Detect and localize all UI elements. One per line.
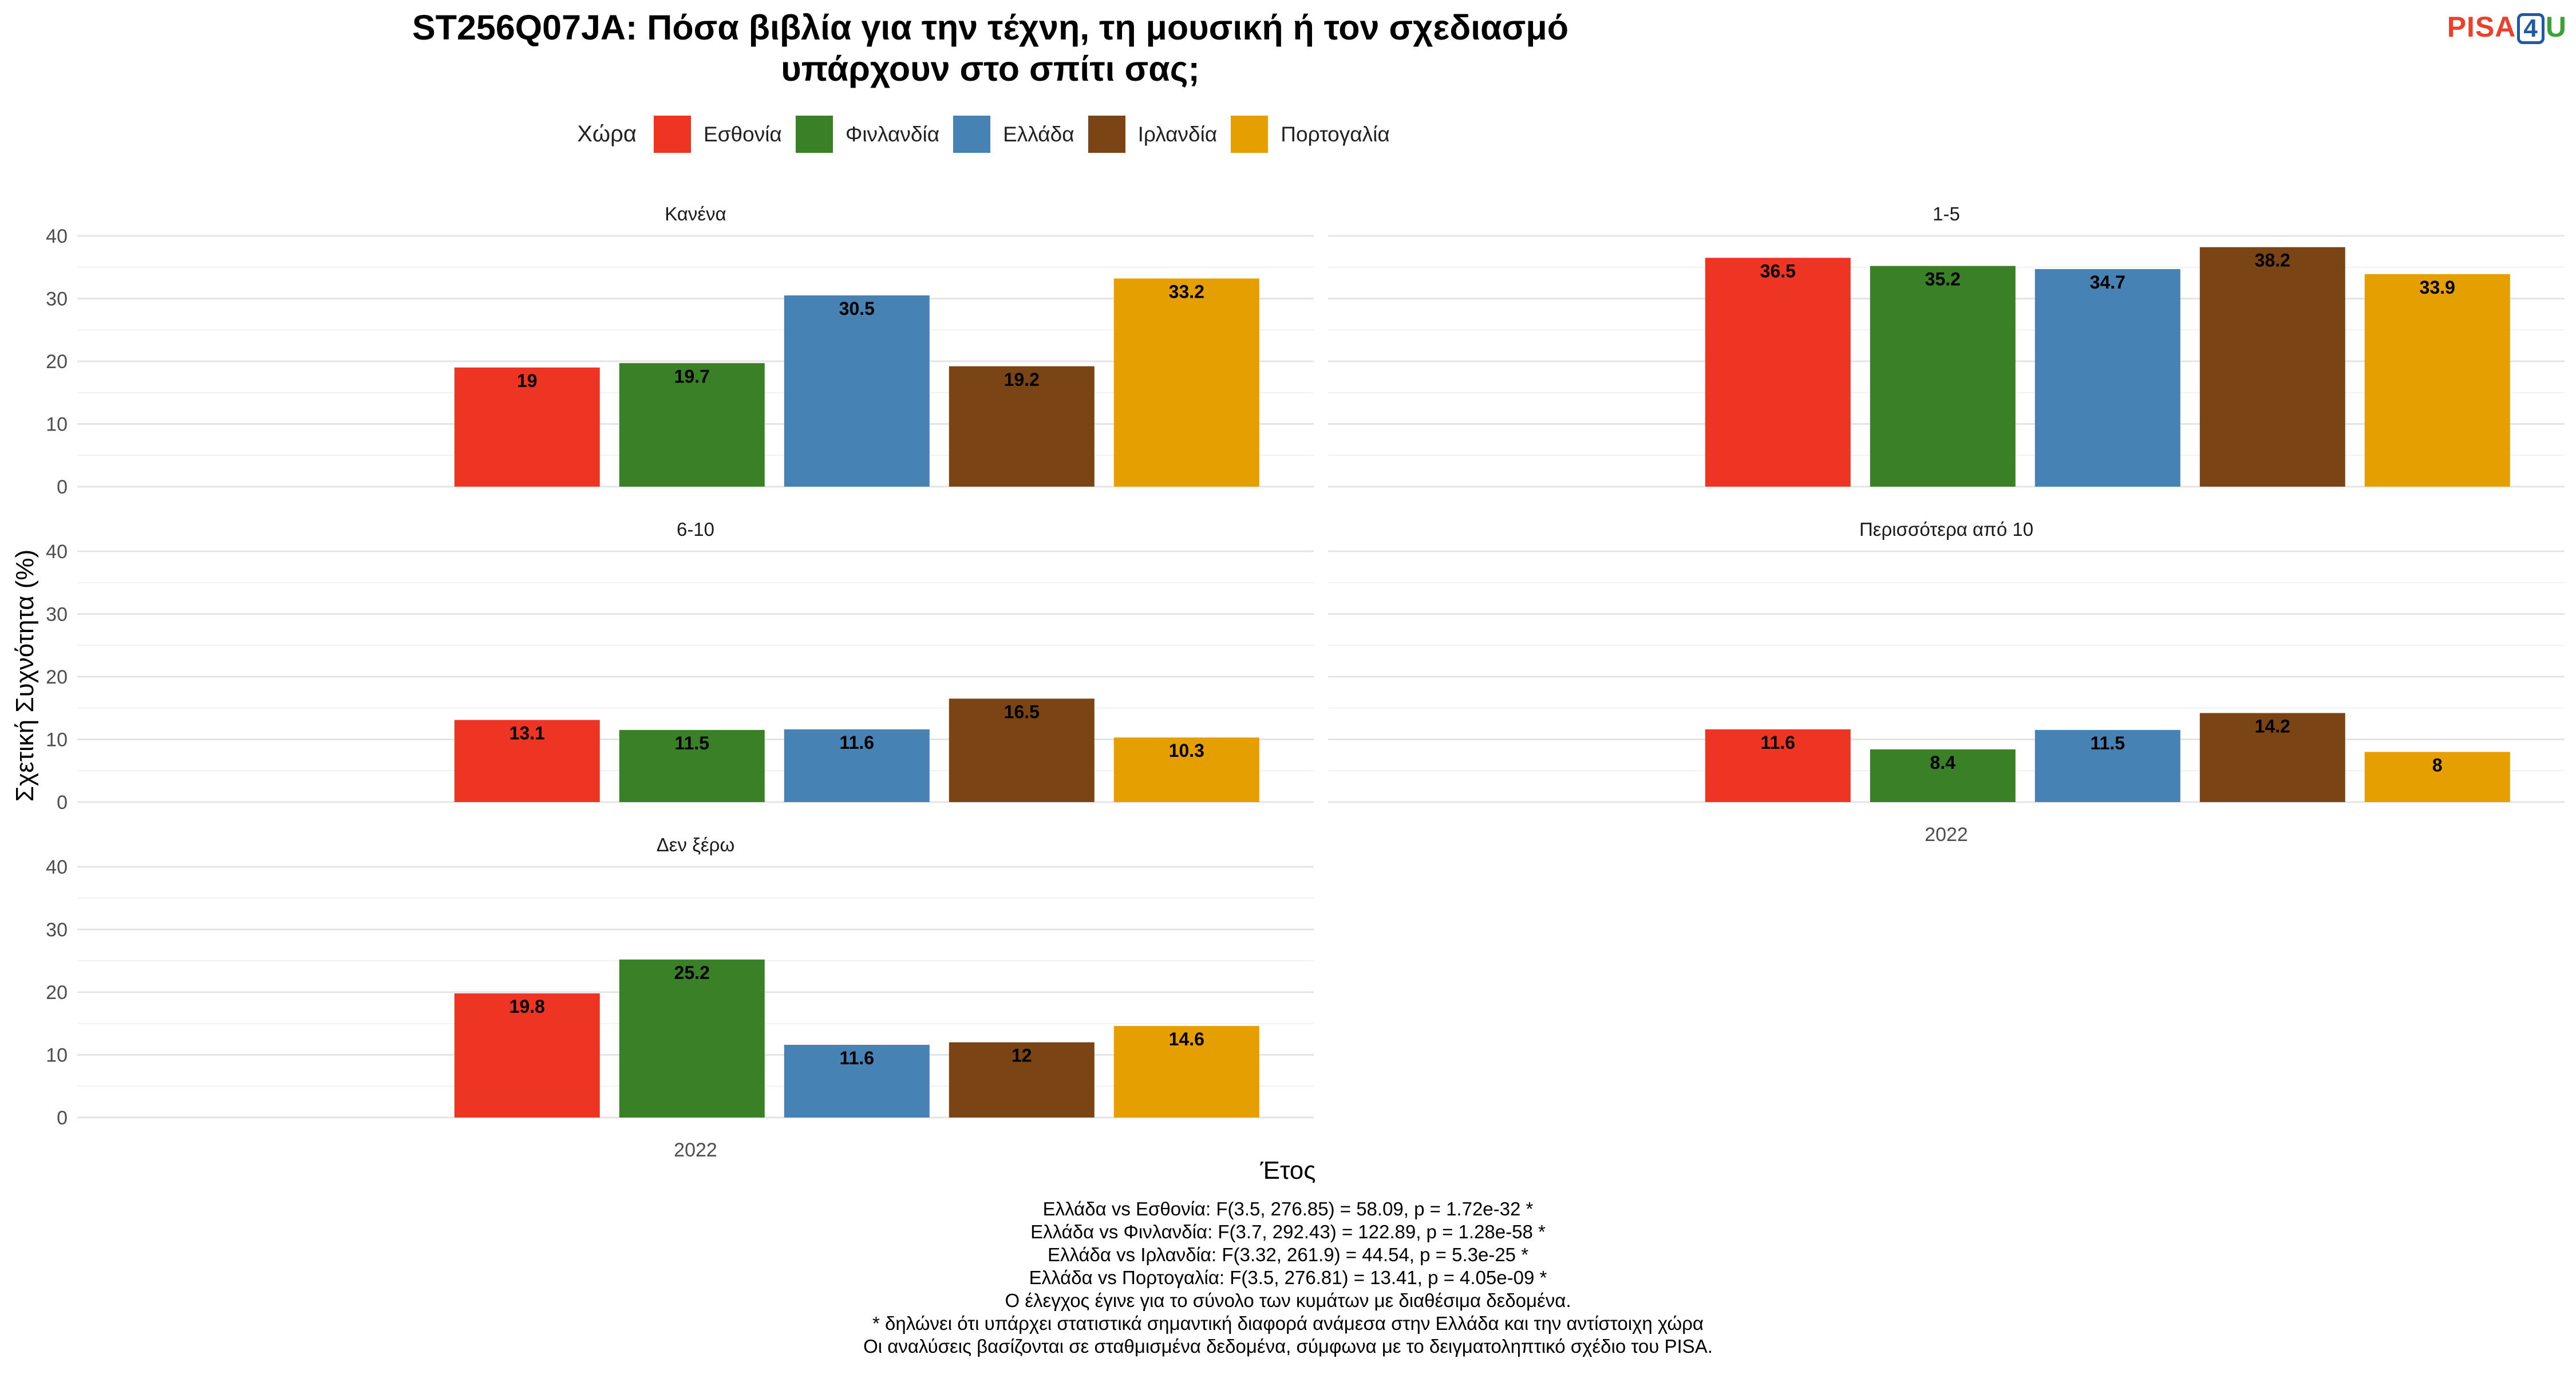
note-line: Ελλάδα vs Ιρλανδία: F(3.32, 261.9) = 44.… — [1047, 1244, 1529, 1265]
y-tick-label: 20 — [46, 351, 68, 373]
bar-value-label: 25.2 — [674, 962, 710, 983]
stat-notes: Ελλάδα vs Εσθονία: F(3.5, 276.85) = 58.0… — [0, 1198, 2576, 1358]
chart-title-line-1: ST256Q07JA: Πόσα βιβλία για την τέχνη, τ… — [412, 8, 1568, 47]
legend-key-ireland — [1088, 116, 1125, 153]
y-tick-label: 10 — [46, 414, 68, 436]
bar — [2199, 247, 2345, 487]
panel-label: 1-5 — [1933, 203, 1960, 224]
note-line: * δηλώνει ότι υπάρχει στατιστικά σημαντι… — [872, 1313, 1704, 1334]
bar — [2364, 752, 2510, 802]
y-tick-label: 40 — [46, 856, 68, 878]
note-line: Ελλάδα vs Φινλανδία: F(3.7, 292.43) = 12… — [1030, 1221, 1546, 1242]
bar-value-label: 19.7 — [674, 366, 710, 386]
y-tick-label: 40 — [46, 541, 68, 563]
legend-item-greece: Ελλάδα — [953, 116, 1074, 153]
bar — [784, 729, 930, 802]
bar-value-label: 30.5 — [839, 298, 875, 319]
y-tick-label: 30 — [46, 289, 68, 310]
bar-value-label: 19.2 — [1004, 369, 1040, 390]
bar — [949, 1042, 1095, 1118]
bar — [949, 366, 1095, 487]
bar — [1705, 258, 1851, 487]
bar-value-label: 33.2 — [1169, 281, 1204, 302]
legend-key-finland — [795, 116, 833, 153]
panel-label: Δεν ξέρω — [657, 834, 734, 855]
y-tick-label: 30 — [46, 604, 68, 626]
y-tick-label: 20 — [46, 666, 68, 688]
bar — [619, 960, 765, 1118]
bar-value-label: 36.5 — [1760, 260, 1796, 281]
bar-value-label: 19 — [517, 370, 538, 391]
bar — [454, 367, 600, 487]
y-axis-title: Σχετική Συχνότητα (%) — [11, 550, 39, 802]
bar — [619, 730, 765, 802]
bar — [1113, 278, 1259, 487]
bar — [454, 993, 600, 1118]
bar-value-label: 34.7 — [2090, 272, 2125, 293]
legend: Χώρα Εσθονία Φινλανδία Ελλάδα Ιρλανδία Π… — [0, 116, 1981, 153]
bar-value-label: 8 — [2432, 755, 2443, 775]
bar-value-label: 11.5 — [675, 733, 710, 753]
panel-label: Κανένα — [665, 203, 726, 224]
bar — [2199, 713, 2345, 802]
note-line: Οι αναλύσεις βασίζονται σε σταθμισμένα δ… — [863, 1336, 1713, 1357]
bar — [1113, 737, 1259, 802]
bar-value-label: 13.1 — [509, 723, 545, 744]
legend-title: Χώρα — [577, 121, 637, 147]
panel-label: 6-10 — [677, 519, 714, 540]
panel-label: Περισσότερα από 10 — [1859, 519, 2033, 540]
bar — [784, 295, 930, 487]
bar — [1870, 266, 2016, 487]
y-tick-label: 0 — [57, 476, 68, 498]
bar-value-label: 19.8 — [509, 996, 545, 1017]
bar — [1113, 1026, 1259, 1118]
bar — [619, 363, 765, 487]
legend-item-estonia: Εσθονία — [654, 116, 782, 153]
bar — [454, 720, 600, 802]
bar-value-label: 14.6 — [1169, 1029, 1204, 1049]
legend-key-portugal — [1231, 116, 1269, 153]
bar — [1870, 749, 2016, 802]
legend-key-estonia — [654, 116, 692, 153]
bar — [949, 698, 1095, 802]
bar-value-label: 11.5 — [2091, 733, 2125, 753]
bar-value-label: 11.6 — [840, 1048, 875, 1068]
legend-item-ireland: Ιρλανδία — [1088, 116, 1217, 153]
y-tick-label: 30 — [46, 919, 68, 941]
y-tick-label: 20 — [46, 982, 68, 1004]
y-tick-label: 0 — [57, 792, 68, 814]
bar — [2364, 274, 2510, 487]
bar-value-label: 16.5 — [1004, 701, 1040, 722]
bar-value-label: 35.2 — [1925, 269, 1961, 290]
bar — [2034, 269, 2180, 487]
bar-value-label: 11.6 — [1761, 732, 1796, 753]
legend-key-greece — [953, 116, 991, 153]
y-tick-label: 40 — [46, 226, 68, 247]
chart-title-line-2: υπάρχουν στο σπίτι σας; — [781, 49, 1200, 88]
bar — [784, 1044, 930, 1118]
bar-value-label: 14.2 — [2255, 716, 2290, 737]
note-line: Ο έλεγχος έγινε για το σύνολο των κυμάτω… — [1005, 1290, 1571, 1311]
bar-value-label: 38.2 — [2255, 250, 2290, 271]
y-tick-label: 0 — [57, 1107, 68, 1129]
note-line: Ελλάδα vs Εσθονία: F(3.5, 276.85) = 58.0… — [1042, 1198, 1534, 1219]
bar-value-label: 8.4 — [1930, 752, 1956, 773]
legend-item-portugal: Πορτογαλία — [1231, 116, 1390, 153]
bar-value-label: 12 — [1012, 1045, 1032, 1066]
legend-item-finland: Φινλανδία — [795, 116, 939, 153]
bar — [2034, 730, 2180, 802]
pisa4u-logo: PISA 4 U — [2447, 11, 2567, 44]
bar-value-label: 33.9 — [2420, 277, 2455, 298]
bar-value-label: 10.3 — [1169, 740, 1204, 761]
note-line: Ελλάδα vs Πορτογαλία: F(3.5, 276.81) = 1… — [1029, 1267, 1547, 1288]
bar — [1705, 729, 1851, 802]
x-tick-label: 2022 — [674, 1139, 717, 1161]
y-tick-label: 10 — [46, 1045, 68, 1067]
chart-title: ST256Q07JA: Πόσα βιβλία για την τέχνη, τ… — [0, 7, 1981, 89]
x-tick-label: 2022 — [1925, 824, 1968, 846]
y-tick-label: 10 — [46, 729, 68, 751]
x-axis-title: Έτος — [1260, 1156, 1316, 1185]
bar-value-label: 11.6 — [840, 732, 875, 753]
